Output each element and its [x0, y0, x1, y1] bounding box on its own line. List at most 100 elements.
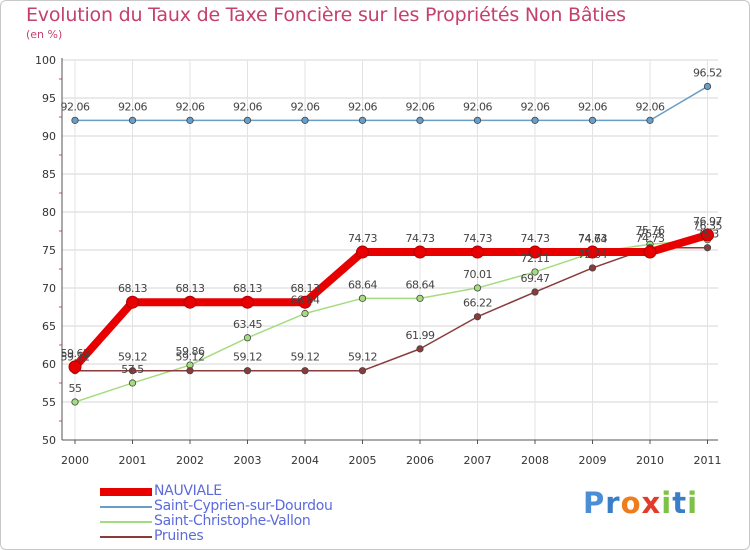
- data-point: [473, 284, 482, 292]
- chart-unit-label: (en %): [26, 28, 63, 41]
- data-point: [703, 82, 712, 91]
- data-label: 92.06: [291, 100, 320, 113]
- data-point: [416, 345, 424, 353]
- data-label: 92.06: [406, 100, 435, 113]
- legend-item: Saint-Cyprien-sur-Dourdou: [100, 498, 430, 514]
- data-label: 70.01: [463, 268, 492, 281]
- data-point: [356, 245, 369, 259]
- data-label: 74.73: [463, 232, 492, 245]
- x-tick-label: 2005: [349, 454, 377, 467]
- data-label: 75.3: [639, 228, 662, 241]
- data-label: 68.64: [348, 278, 377, 291]
- data-label: 92.06: [61, 100, 90, 113]
- data-label: 68.13: [176, 282, 205, 295]
- data-point: [71, 116, 79, 124]
- data-label: 74.64: [578, 233, 607, 246]
- data-label: 59.86: [176, 345, 205, 358]
- data-label: 76.35: [693, 220, 722, 233]
- data-point: [531, 268, 539, 276]
- data-label: 55: [69, 382, 82, 395]
- data-label: 74.73: [521, 232, 550, 245]
- data-label: 66.22: [463, 297, 492, 310]
- series-line-1: [74, 85, 709, 122]
- data-label: 74.73: [636, 232, 665, 245]
- y-tick-label: 85: [42, 168, 56, 181]
- data-label: 92.06: [521, 100, 550, 113]
- data-label: 59.12: [61, 351, 90, 364]
- proxiti-logo: Proxiti: [583, 486, 698, 520]
- data-label: 72.11: [521, 252, 550, 265]
- data-label: 68.13: [233, 282, 262, 295]
- data-point: [588, 116, 597, 124]
- data-point: [128, 116, 137, 124]
- data-label: 66.64: [291, 294, 320, 307]
- y-tick-label: 65: [42, 320, 56, 333]
- data-label: 72.64: [578, 248, 607, 261]
- legend-swatch: [100, 488, 152, 496]
- data-point: [243, 116, 252, 124]
- series-line-0: [71, 231, 712, 371]
- logo-letter: o: [620, 486, 642, 520]
- data-point: [301, 309, 309, 318]
- x-tick-label: 2007: [464, 454, 492, 467]
- data-label: 76.97: [693, 215, 722, 228]
- data-label: 59.12: [291, 351, 320, 364]
- data-label: 92.06: [636, 100, 665, 113]
- data-point: [531, 288, 539, 296]
- y-tick-label: 60: [42, 358, 56, 371]
- x-tick-label: 2004: [291, 454, 319, 467]
- legend-label: Pruines: [154, 528, 204, 544]
- logo-letter: i: [661, 486, 673, 520]
- data-point: [183, 295, 197, 309]
- data-point: [416, 116, 424, 124]
- logo-letter: x: [641, 486, 662, 520]
- data-label: 59.62: [61, 347, 90, 360]
- y-tick-label: 70: [42, 282, 56, 295]
- data-point: [531, 116, 539, 124]
- x-tick-label: 2000: [61, 454, 89, 467]
- data-label: 75.76: [636, 224, 665, 237]
- data-point: [186, 367, 194, 375]
- legend-item: NAUVIALE: [100, 483, 430, 499]
- data-point: [473, 313, 482, 321]
- legend-swatch: [100, 521, 152, 523]
- x-tick-label: 2001: [119, 454, 147, 467]
- data-label: 92.06: [118, 100, 147, 113]
- data-point: [301, 116, 309, 124]
- x-tick-label: 2011: [694, 454, 722, 467]
- data-point: [358, 294, 367, 302]
- y-tick-label: 75: [42, 244, 56, 257]
- data-label: 92.06: [578, 100, 607, 113]
- data-point: [588, 264, 597, 272]
- data-point: [586, 245, 599, 259]
- logo-letter: r: [605, 486, 621, 520]
- data-point: [528, 245, 542, 259]
- data-point: [358, 116, 367, 124]
- data-label: 61.99: [406, 329, 435, 342]
- data-point: [413, 245, 427, 259]
- series-line-3: [74, 246, 709, 372]
- data-point: [128, 367, 137, 375]
- x-tick-label: 2006: [406, 454, 434, 467]
- data-label: 68.13: [118, 282, 147, 295]
- data-point: [298, 295, 312, 309]
- chart-title: Evolution du Taux de Taxe Foncière sur l…: [26, 4, 626, 26]
- y-tick-label: 90: [42, 130, 56, 143]
- data-label: 74.73: [578, 232, 607, 245]
- y-tick-label: 80: [42, 206, 56, 219]
- data-point: [701, 228, 714, 242]
- data-point: [646, 116, 654, 124]
- data-label: 68.64: [406, 278, 435, 291]
- x-tick-label: 2008: [521, 454, 549, 467]
- x-tick-label: 2002: [176, 454, 204, 467]
- data-point: [358, 367, 367, 375]
- y-tick-label: 55: [42, 396, 56, 409]
- data-point: [68, 360, 82, 374]
- logo-letter: t: [672, 486, 688, 520]
- y-tick-label: 95: [42, 92, 56, 105]
- data-point: [186, 116, 194, 124]
- data-label: 92.06: [233, 100, 262, 113]
- data-label: 69.47: [521, 272, 550, 285]
- x-tick-label: 2009: [579, 454, 607, 467]
